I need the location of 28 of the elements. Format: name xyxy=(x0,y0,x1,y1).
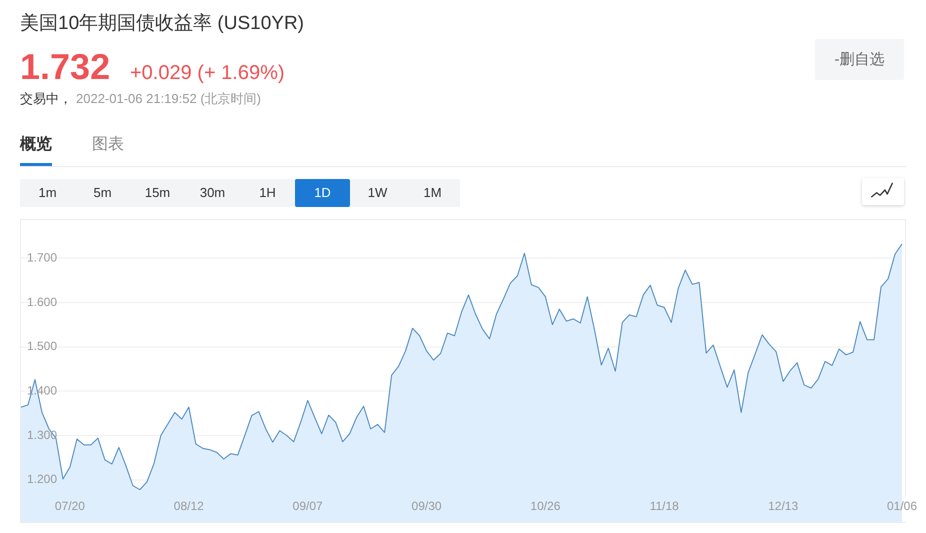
range-tab: 1W xyxy=(350,179,405,207)
range-tab: 1M xyxy=(405,179,460,207)
x-tick-label: 10/26 xyxy=(530,499,561,514)
y-tick-label: 1.700 xyxy=(27,250,58,264)
x-tick-label: 12/13 xyxy=(768,499,798,514)
text: 2022-01-06 21:19:52 (北京时间) xyxy=(76,91,261,107)
range-tab: 5m xyxy=(75,179,130,207)
y-tick-label: 1.600 xyxy=(27,294,58,309)
y-tick-label: 1.200 xyxy=(27,472,58,486)
text: 概览 xyxy=(20,135,52,155)
range-tab: 30m xyxy=(185,179,240,207)
chart-title: 美国10年期国债收益率 (US10YR) xyxy=(20,12,304,36)
range-tab: 15m xyxy=(130,179,185,207)
x-tick-label: 09/30 xyxy=(412,499,442,514)
x-tick-label: 01/06 xyxy=(886,499,918,514)
text: 交易中， xyxy=(20,91,72,107)
x-tick-label: 09/07 xyxy=(292,499,324,514)
x-tick-label: 11/18 xyxy=(650,499,680,514)
range-tab: 1m xyxy=(20,179,75,207)
x-tick-label: 08/12 xyxy=(174,499,204,514)
x-tick-label: 07/20 xyxy=(54,499,86,514)
watchlist-button: -删自选 xyxy=(815,39,904,80)
range-tab: 1D xyxy=(295,179,350,207)
text: 图表 xyxy=(92,135,124,155)
text: +0.029 (+ 1.69%) xyxy=(130,61,285,85)
y-tick-label: 1.500 xyxy=(27,339,58,354)
text: 1.732 xyxy=(20,46,110,87)
range-tab: 1H xyxy=(240,179,295,207)
